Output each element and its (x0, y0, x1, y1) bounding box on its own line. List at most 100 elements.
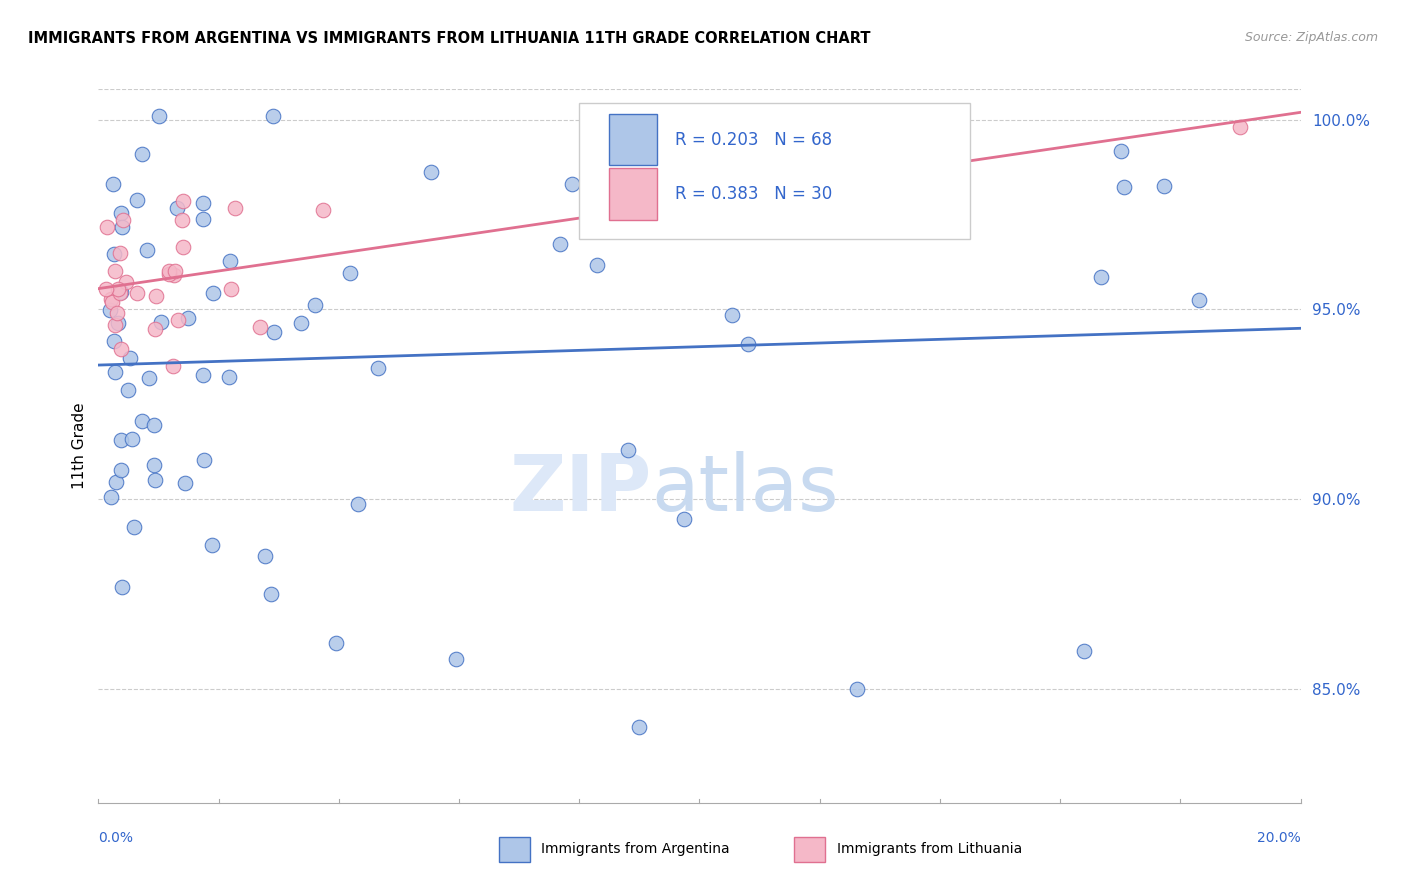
Point (201, 538, 224, 552)
Point (290, 316, 312, 330)
Point (721, 308, 744, 322)
Point (124, 519, 146, 533)
Point (117, 384, 139, 398)
Point (201, 285, 224, 300)
Point (111, 213, 134, 227)
Point (347, 497, 370, 511)
Point (142, 458, 165, 473)
Point (107, 316, 129, 330)
Point (101, 295, 124, 310)
Point (218, 370, 240, 384)
Point (1090, 269, 1112, 284)
Text: Immigrants from Lithuania: Immigrants from Lithuania (837, 842, 1022, 856)
Point (143, 473, 166, 487)
Point (647, 109, 669, 123)
Point (311, 202, 333, 217)
Point (191, 368, 214, 382)
Point (170, 212, 193, 227)
Point (125, 285, 148, 300)
Point (166, 202, 188, 216)
Point (166, 312, 188, 326)
Point (131, 414, 153, 428)
Point (304, 298, 326, 312)
Point (105, 305, 128, 319)
Point (846, 681, 869, 696)
Text: ZIP: ZIP (509, 450, 651, 527)
Bar (609, 114, 658, 165)
Point (150, 315, 173, 329)
Point (253, 549, 276, 563)
Y-axis label: 11th Grade: 11th Grade (72, 402, 87, 490)
Point (219, 282, 242, 296)
Point (1188, 293, 1211, 308)
FancyBboxPatch shape (579, 103, 970, 239)
Point (104, 263, 127, 277)
Point (193, 212, 215, 227)
Text: Source: ZipAtlas.com: Source: ZipAtlas.com (1244, 31, 1378, 45)
Point (103, 247, 125, 261)
Point (918, 171, 941, 186)
Point (148, 109, 170, 123)
Point (110, 463, 132, 477)
Point (104, 318, 127, 332)
Point (118, 351, 141, 366)
Point (260, 587, 283, 601)
Point (100, 490, 122, 504)
Point (737, 337, 759, 351)
Point (110, 205, 132, 219)
Point (96, 282, 118, 296)
Point (104, 475, 127, 489)
Point (548, 236, 571, 251)
Point (143, 418, 166, 433)
Point (162, 359, 184, 374)
Point (98, 303, 121, 318)
Point (1073, 644, 1095, 658)
Point (193, 453, 215, 467)
Point (125, 194, 148, 208)
Point (101, 178, 124, 192)
Point (107, 282, 129, 296)
Point (1229, 120, 1251, 135)
Point (114, 275, 136, 289)
Point (96, 220, 118, 235)
Point (263, 326, 285, 340)
Point (100, 293, 122, 307)
Point (1112, 179, 1135, 194)
Text: 0.0%: 0.0% (98, 831, 134, 846)
Point (110, 342, 132, 356)
Point (103, 334, 125, 348)
Text: Immigrants from Argentina: Immigrants from Argentina (541, 842, 730, 856)
Point (191, 195, 214, 210)
Point (617, 442, 640, 457)
Point (110, 286, 132, 301)
Point (138, 371, 160, 385)
Point (111, 580, 134, 594)
Point (262, 109, 284, 123)
Text: R = 0.203   N = 68: R = 0.203 N = 68 (675, 130, 832, 148)
Point (143, 322, 166, 336)
Point (249, 319, 271, 334)
Point (224, 201, 246, 215)
Point (325, 636, 347, 650)
Point (561, 177, 583, 191)
Point (174, 475, 197, 490)
Point (110, 285, 132, 299)
Point (110, 433, 132, 447)
Point (673, 512, 696, 526)
Text: 20.0%: 20.0% (1257, 831, 1301, 846)
Point (136, 244, 159, 258)
Point (367, 360, 389, 375)
Point (173, 240, 195, 254)
Point (163, 268, 186, 282)
Point (1153, 178, 1175, 193)
Point (157, 268, 180, 282)
Point (163, 264, 186, 278)
Point (444, 651, 467, 665)
Text: atlas: atlas (651, 450, 839, 527)
Text: IMMIGRANTS FROM ARGENTINA VS IMMIGRANTS FROM LITHUANIA 11TH GRADE CORRELATION CH: IMMIGRANTS FROM ARGENTINA VS IMMIGRANTS … (28, 31, 870, 46)
Point (1111, 145, 1133, 159)
Point (121, 432, 143, 446)
Point (172, 194, 194, 209)
Point (157, 264, 180, 278)
Point (177, 310, 200, 325)
